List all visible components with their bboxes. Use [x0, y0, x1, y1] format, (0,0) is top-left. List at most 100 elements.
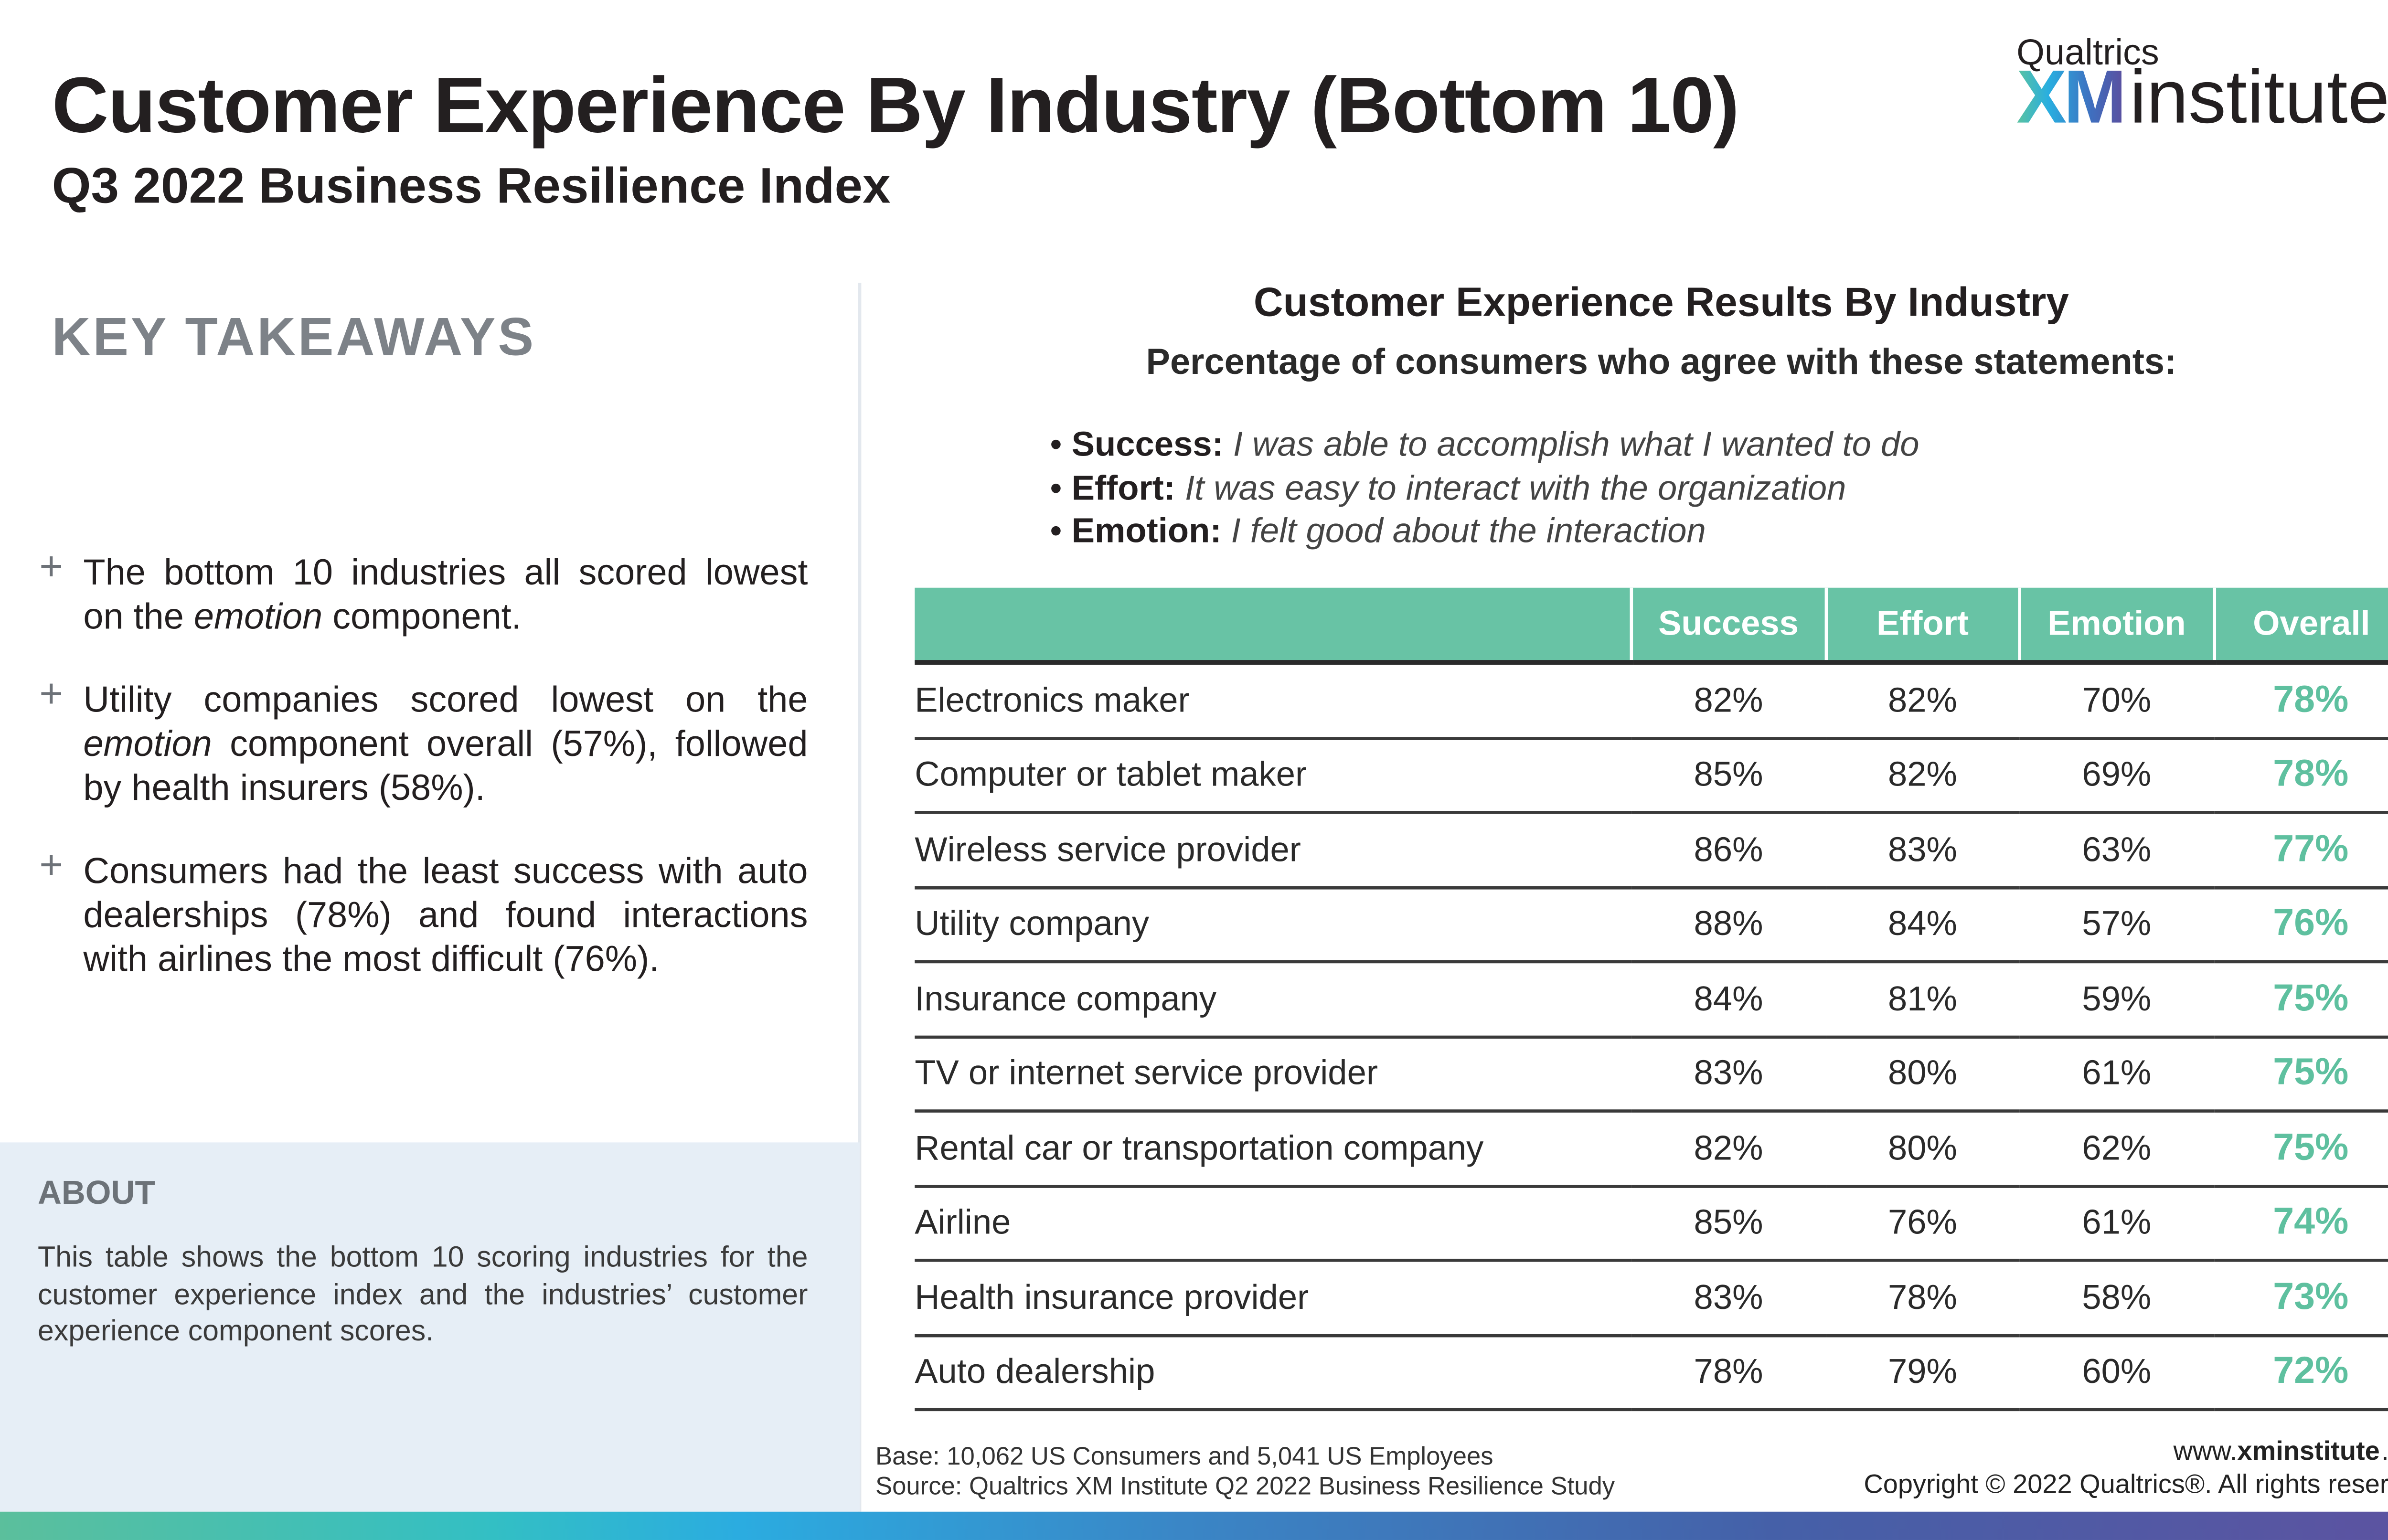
- copyright: Copyright © 2022 Qualtrics®. All rights …: [1864, 1469, 2388, 1499]
- success-value: 82%: [1631, 1111, 1826, 1188]
- industry-name: Wireless service provider: [915, 812, 1631, 889]
- overall-value: 78%: [2214, 662, 2388, 740]
- table-row: Auto dealership 78% 79% 60% 72%: [915, 1335, 2388, 1412]
- industry-name: Electronics maker: [915, 662, 1631, 740]
- key-takeaways-heading: KEY TAKEAWAYS: [52, 308, 536, 368]
- website-link[interactable]: www.xminstitute.com: [1864, 1435, 2388, 1468]
- table-row: Rental car or transportation company 82% 8…: [915, 1111, 2388, 1188]
- emotion-value: 63%: [2019, 812, 2214, 889]
- plus-icon: +: [39, 840, 64, 888]
- overall-value: 75%: [2214, 1111, 2388, 1188]
- table-row: Airline 85% 76% 61% 74%: [915, 1185, 2388, 1262]
- effort-value: 83%: [1825, 812, 2020, 889]
- takeaway-text: Consumers had the least success with aut…: [83, 850, 808, 979]
- industry-name: Airline: [915, 1185, 1631, 1262]
- success-value: 85%: [1631, 738, 1826, 814]
- takeaway-item: + The bottom 10 industries all scored lo…: [39, 544, 808, 638]
- page-subtitle: Q3 2022 Business Resilience Index: [52, 157, 891, 214]
- column-header-success: Success: [1630, 587, 1826, 665]
- footer-right: www.xminstitute.com Copyright © 2022 Qua…: [1864, 1435, 2388, 1501]
- definition-text: It was easy to interact with the organiz…: [1185, 467, 1846, 507]
- industry-name: Utility company: [915, 887, 1631, 964]
- definition-success: • Success: I was able to accomplish what…: [1050, 424, 1919, 464]
- effort-value: 82%: [1825, 738, 2020, 814]
- emotion-value: 69%: [2019, 738, 2214, 814]
- success-value: 83%: [1631, 1036, 1826, 1113]
- success-value: 83%: [1631, 1260, 1826, 1337]
- table-row: Health insurance provider 83% 78% 58% 73%: [915, 1260, 2388, 1337]
- takeaway-emphasis: emotion: [193, 595, 323, 637]
- overall-value: 75%: [2214, 1036, 2388, 1113]
- takeaway-text: component overall (57%), followed by hea…: [83, 722, 808, 808]
- industry-name: Auto dealership: [915, 1335, 1631, 1412]
- table-row: Insurance company 84% 81% 59% 75%: [915, 961, 2388, 1038]
- table-row: Wireless service provider 86% 83% 63% 77%: [915, 812, 2388, 889]
- plus-icon: +: [39, 542, 64, 590]
- success-value: 86%: [1631, 812, 1826, 889]
- takeaway-item: + Consumers had the least success with a…: [39, 842, 808, 980]
- industry-name: TV or internet service provider: [915, 1036, 1631, 1113]
- effort-value: 82%: [1825, 662, 2020, 740]
- logo-institute-text: institute: [2130, 56, 2388, 140]
- xm-institute-logo: Qualtrics XMinstituteTM: [2016, 32, 2388, 141]
- effort-value: 76%: [1825, 1185, 2020, 1262]
- base-note: Base: 10,062 US Consumers and 5,041 US E…: [875, 1444, 1493, 1471]
- overall-value: 72%: [2214, 1335, 2388, 1412]
- page-title: Customer Experience By Industry (Bottom …: [52, 61, 1739, 149]
- effort-value: 80%: [1825, 1036, 2020, 1113]
- logo-xm-text: XM: [2016, 56, 2126, 140]
- effort-value: 84%: [1825, 887, 2020, 964]
- industry-name: Computer or tablet maker: [915, 738, 1631, 814]
- emotion-value: 59%: [2019, 961, 2214, 1038]
- overall-value: 74%: [2214, 1185, 2388, 1262]
- logo-qualtrics-text: Qualtrics: [2016, 31, 2159, 73]
- emotion-value: 62%: [2019, 1111, 2214, 1188]
- results-table: Success Effort Emotion Overall Electronics …: [915, 587, 2388, 1412]
- definition-term: Emotion:: [1071, 510, 1222, 550]
- gradient-footer-bar: [0, 1511, 2388, 1540]
- about-panel: [0, 1142, 860, 1512]
- takeaway-text: Utility companies scored lowest on the: [83, 679, 808, 720]
- overall-value: 75%: [2214, 961, 2388, 1038]
- column-header-emotion: Emotion: [2018, 587, 2214, 665]
- about-text: This table shows the bottom 10 scoring i…: [37, 1240, 808, 1347]
- takeaway-item: + Utility companies scored lowest on the…: [39, 671, 808, 809]
- results-heading: Customer Experience Results By Industry: [1253, 278, 2069, 326]
- url-prefix: www.: [2173, 1436, 2238, 1466]
- footer-notes: Base: 10,062 US Consumers and 5,041 US E…: [875, 1443, 1615, 1502]
- takeaway-emphasis: emotion: [83, 722, 212, 764]
- source-note: Source: Qualtrics XM Institute Q2 2022 B…: [875, 1474, 1615, 1501]
- emotion-value: 58%: [2019, 1260, 2214, 1337]
- table-row: Electronics maker 82% 82% 70% 78%: [915, 662, 2388, 740]
- effort-value: 80%: [1825, 1111, 2020, 1188]
- definition-effort: • Effort: It was easy to interact with t…: [1050, 467, 1846, 507]
- success-value: 78%: [1631, 1335, 1826, 1412]
- industry-name: Health insurance provider: [915, 1260, 1631, 1337]
- url-suffix: .com: [2381, 1435, 2388, 1468]
- overall-value: 78%: [2214, 738, 2388, 814]
- column-header-effort: Effort: [1823, 587, 2020, 665]
- about-heading: ABOUT: [37, 1175, 155, 1212]
- effort-value: 81%: [1825, 961, 2020, 1038]
- success-value: 82%: [1631, 662, 1826, 740]
- definition-text: I was able to accomplish what I wanted t…: [1233, 424, 1919, 464]
- success-value: 85%: [1631, 1185, 1826, 1262]
- definition-emotion: • Emotion: I felt good about the interac…: [1050, 510, 1706, 550]
- industry-name: Rental car or transportation company: [915, 1111, 1631, 1188]
- emotion-value: 70%: [2019, 662, 2214, 740]
- emotion-value: 61%: [2019, 1036, 2214, 1113]
- plus-icon: +: [39, 669, 64, 717]
- column-divider: [858, 283, 862, 1512]
- emotion-value: 61%: [2019, 1185, 2214, 1262]
- emotion-value: 60%: [2019, 1335, 2214, 1412]
- header-blank: [915, 587, 1631, 665]
- table-row: Utility company 88% 84% 57% 76%: [915, 887, 2388, 964]
- definition-text: I felt good about the interaction: [1231, 510, 1706, 550]
- effort-value: 79%: [1825, 1335, 2020, 1412]
- industry-name: Insurance company: [915, 961, 1631, 1038]
- effort-value: 78%: [1825, 1260, 2020, 1337]
- table-row: Computer or tablet maker 85% 82% 69% 78%: [915, 738, 2388, 814]
- url-domain: xminstitute: [2237, 1436, 2380, 1466]
- definition-term: Success:: [1071, 424, 1224, 464]
